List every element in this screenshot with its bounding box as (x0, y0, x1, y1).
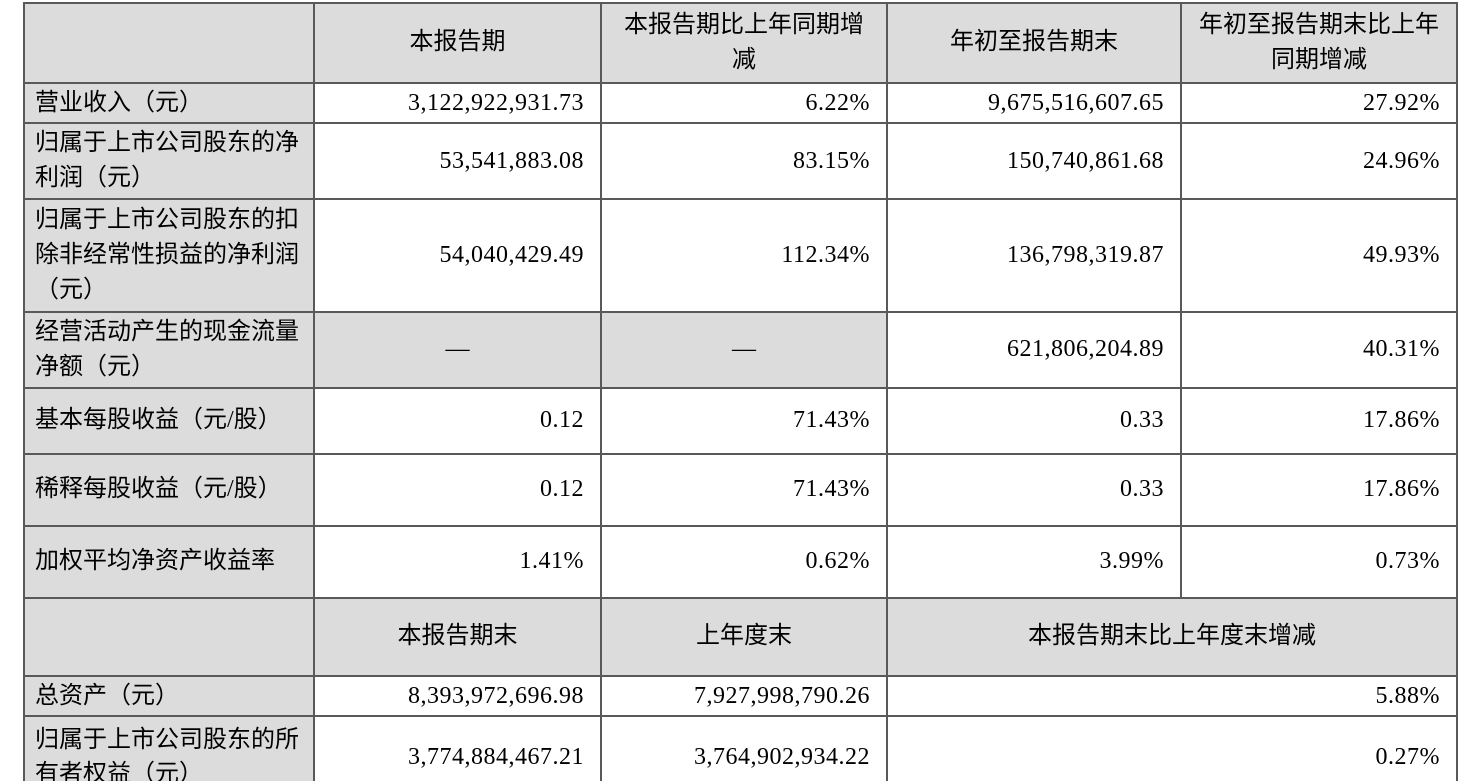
value-ytd: 136,798,319.87 (886, 197, 1182, 313)
header-current-period: 本报告期 (313, 2, 602, 84)
value-current-period-end: 3,774,884,467.21 (313, 715, 602, 781)
value-yoy-change: 71.43% (600, 452, 888, 527)
row-label: 基本每股收益（元/股） (23, 386, 315, 455)
value-prev-year-end: 3,764,902,934.22 (600, 715, 888, 781)
row-net-profit-attributable: 归属于上市公司股东的净利润（元） 53,541,883.08 83.15% 15… (23, 122, 1458, 200)
value-current-period-na: — (313, 310, 602, 389)
value-change-vs-prev-year-end: 0.27% (886, 715, 1458, 781)
value-prev-year-end: 7,927,998,790.26 (600, 674, 888, 718)
row-label: 营业收入（元） (23, 81, 315, 125)
row-label: 归属于上市公司股东的净利润（元） (23, 122, 315, 200)
value-ytd-yoy-change: 0.73% (1180, 524, 1458, 599)
value-change-vs-prev-year-end: 5.88% (886, 674, 1458, 718)
value-current-period: 3,122,922,931.73 (313, 81, 602, 125)
row-label: 总资产（元） (23, 674, 315, 718)
value-ytd: 0.33 (886, 386, 1182, 455)
row-total-assets: 总资产（元） 8,393,972,696.98 7,927,998,790.26… (23, 674, 1458, 718)
header-row-period-end: 本报告期末 上年度末 本报告期末比上年度末增减 (23, 596, 1458, 677)
row-label: 加权平均净资产收益率 (23, 524, 315, 599)
header-current-period-end: 本报告期末 (313, 596, 602, 677)
row-label: 稀释每股收益（元/股） (23, 452, 315, 527)
value-yoy-change: 71.43% (600, 386, 888, 455)
row-operating-revenue: 营业收入（元） 3,122,922,931.73 6.22% 9,675,516… (23, 81, 1458, 125)
row-label: 经营活动产生的现金流量净额（元） (23, 310, 315, 389)
value-current-period: 0.12 (313, 386, 602, 455)
row-diluted-eps: 稀释每股收益（元/股） 0.12 71.43% 0.33 17.86% (23, 452, 1458, 527)
row-net-profit-excl-nonrecurring: 归属于上市公司股东的扣除非经常性损益的净利润（元） 54,040,429.49 … (23, 197, 1458, 313)
row-label: 归属于上市公司股东的扣除非经常性损益的净利润（元） (23, 197, 315, 313)
value-current-period: 54,040,429.49 (313, 197, 602, 313)
header-ytd: 年初至报告期末 (886, 2, 1182, 84)
value-ytd: 0.33 (886, 452, 1182, 527)
value-ytd-yoy-change: 17.86% (1180, 452, 1458, 527)
value-ytd-yoy-change: 49.93% (1180, 197, 1458, 313)
header-ytd-yoy: 年初至报告期末比上年同期增减 (1180, 2, 1458, 84)
value-yoy-change: 0.62% (600, 524, 888, 599)
header-change-vs-prev-year-end: 本报告期末比上年度末增减 (886, 596, 1458, 677)
row-label: 归属于上市公司股东的所有者权益（元） (23, 715, 315, 781)
value-ytd-yoy-change: 24.96% (1180, 122, 1458, 200)
value-ytd: 621,806,204.89 (886, 310, 1182, 389)
value-ytd-yoy-change: 40.31% (1180, 310, 1458, 389)
value-yoy-change: 6.22% (600, 81, 888, 125)
value-ytd: 3.99% (886, 524, 1182, 599)
quarterly-financials-table: 本报告期 本报告期比上年同期增减 年初至报告期末 年初至报告期末比上年同期增减 … (23, 2, 1458, 781)
value-current-period: 53,541,883.08 (313, 122, 602, 200)
value-ytd: 9,675,516,607.65 (886, 81, 1182, 125)
header-prev-year-end: 上年度末 (600, 596, 888, 677)
value-yoy-change: 112.34% (600, 197, 888, 313)
row-operating-cash-flow: 经营活动产生的现金流量净额（元） — — 621,806,204.89 40.3… (23, 310, 1458, 389)
row-equity-attributable: 归属于上市公司股东的所有者权益（元） 3,774,884,467.21 3,76… (23, 715, 1458, 781)
value-current-period-end: 8,393,972,696.98 (313, 674, 602, 718)
value-current-period: 1.41% (313, 524, 602, 599)
header-blank-cell (23, 2, 315, 84)
value-yoy-change-na: — (600, 310, 888, 389)
header-current-period-yoy: 本报告期比上年同期增减 (600, 2, 888, 84)
row-basic-eps: 基本每股收益（元/股） 0.12 71.43% 0.33 17.86% (23, 386, 1458, 455)
value-ytd-yoy-change: 17.86% (1180, 386, 1458, 455)
value-yoy-change: 83.15% (600, 122, 888, 200)
header-blank-cell (23, 596, 315, 677)
value-ytd: 150,740,861.68 (886, 122, 1182, 200)
value-ytd-yoy-change: 27.92% (1180, 81, 1458, 125)
header-row-period: 本报告期 本报告期比上年同期增减 年初至报告期末 年初至报告期末比上年同期增减 (23, 2, 1458, 84)
row-weighted-avg-roe: 加权平均净资产收益率 1.41% 0.62% 3.99% 0.73% (23, 524, 1458, 599)
value-current-period: 0.12 (313, 452, 602, 527)
